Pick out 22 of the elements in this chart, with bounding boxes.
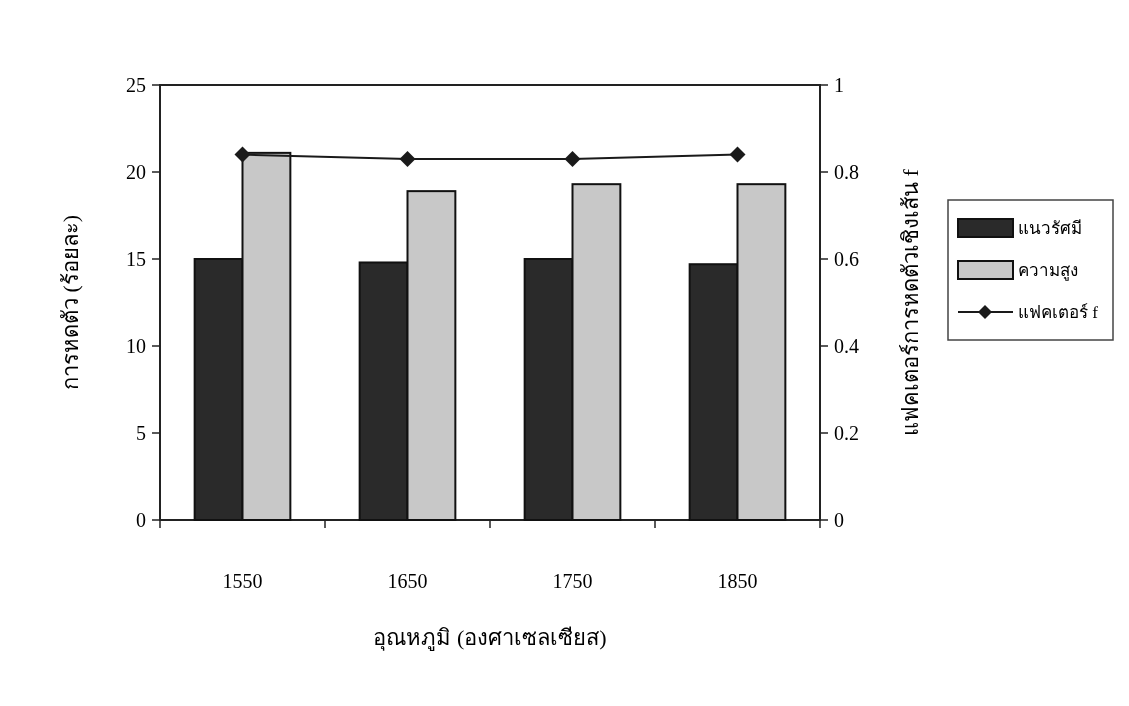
legend-label: แฟคเตอร์ f <box>1018 303 1099 322</box>
y-tick-label: 0 <box>136 509 146 531</box>
y-tick-label: 15 <box>126 248 146 270</box>
y-tick-label: 10 <box>126 335 146 357</box>
y-axis-title: การหดตัว (ร้อยละ) <box>58 214 83 391</box>
y2-tick-label: 0.4 <box>834 335 859 357</box>
x-tick-label: 1650 <box>387 570 428 592</box>
y2-tick-label: 0 <box>834 509 844 531</box>
y-tick-label: 25 <box>126 74 146 96</box>
y-tick-label: 20 <box>126 161 146 183</box>
y2-tick-label: 0.6 <box>834 248 859 270</box>
y2-tick-label: 0.8 <box>834 161 859 183</box>
x-axis-title: อุณหภูมิ (องศาเซลเซียส) <box>373 625 607 651</box>
y2-tick-label: 0.2 <box>834 422 859 444</box>
x-tick-label: 1750 <box>552 570 593 592</box>
x-tick-label: 1850 <box>717 570 758 592</box>
legend-label: แนวรัศมี <box>1018 219 1082 238</box>
y-tick-label: 5 <box>136 422 146 444</box>
y2-tick-label: 1 <box>834 74 844 96</box>
x-tick-label: 1550 <box>222 570 263 592</box>
y2-axis-title: แฟคเตอร์การหดตัวเชิงเส้น f <box>898 168 923 436</box>
legend-label: ความสูง <box>1018 261 1078 281</box>
